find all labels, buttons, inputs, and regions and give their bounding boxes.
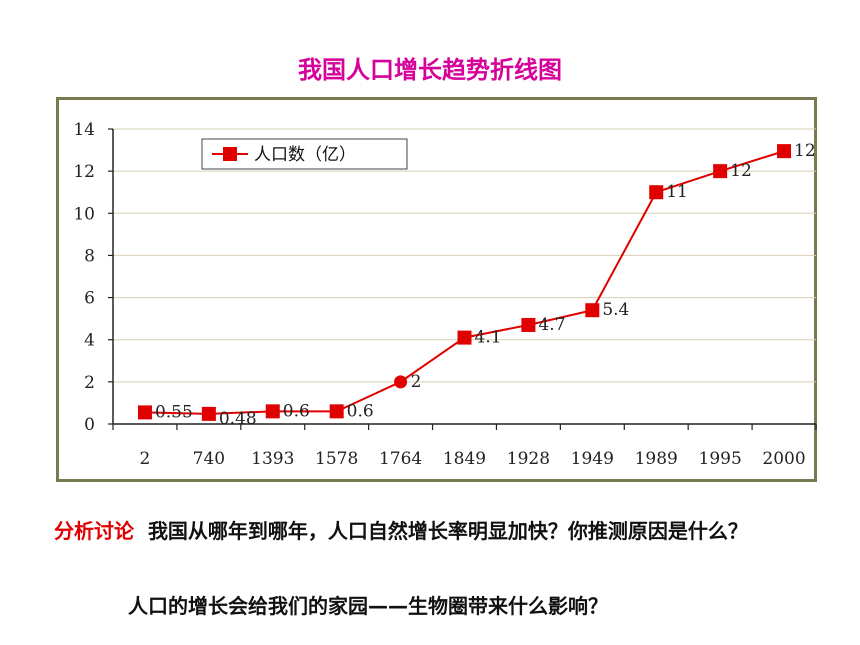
- data-label: 0.48: [219, 409, 257, 429]
- data-point: [265, 404, 280, 419]
- y-tick-label: 12: [73, 162, 95, 182]
- x-tick-label: 2: [140, 449, 151, 469]
- chart-title: 我国人口增长趋势折线图: [298, 56, 562, 84]
- data-label: 11: [666, 182, 688, 202]
- data-label: 0.55: [155, 402, 193, 422]
- x-tick-label: 1995: [699, 449, 742, 469]
- x-tick-label: 1849: [443, 449, 486, 469]
- y-tick-label: 4: [84, 331, 95, 351]
- data-point: [394, 375, 408, 389]
- data-label: 0.6: [283, 401, 310, 421]
- x-tick-label: 1949: [571, 449, 614, 469]
- data-point: [585, 303, 600, 318]
- data-label: 0.6: [347, 401, 374, 421]
- y-tick-label: 2: [84, 373, 95, 393]
- data-point: [521, 317, 536, 332]
- legend-label: 人口数（亿）: [254, 145, 356, 165]
- chart-frame: [56, 97, 817, 482]
- data-point: [777, 144, 792, 159]
- data-label: 2: [411, 372, 422, 392]
- data-point: [713, 164, 728, 179]
- y-tick-label: 0: [84, 415, 95, 435]
- population-line-chart: 0 2 4 6 8 10 12 14 2 740 1393 1578 1764 1849 1928 1949 1…: [73, 120, 817, 469]
- data-label: 4.7: [538, 315, 565, 335]
- data-label: 4.1: [475, 328, 502, 348]
- discussion-question-2: 人口的增长会给我们的家园——生物圈带来什么影响？: [128, 594, 608, 618]
- x-tick-label: 1578: [315, 449, 358, 469]
- data-point: [137, 405, 152, 420]
- series-line: [144, 150, 785, 415]
- discussion-block: 分析讨论 我国从哪年到哪年，人口自然增长率明显加快？你推测原因是什么？: [54, 516, 834, 547]
- y-tick-label: 8: [84, 246, 95, 266]
- data-label: 12.95: [794, 141, 817, 161]
- x-tick-label: 1928: [507, 449, 550, 469]
- x-tick-label: 1989: [635, 449, 678, 469]
- data-label: 12: [730, 161, 752, 181]
- x-tick-label: 1393: [251, 449, 294, 469]
- x-tick-label: 1764: [379, 449, 422, 469]
- data-point: [201, 406, 216, 421]
- data-label: 5.4: [602, 300, 629, 320]
- x-tick-label: 2000: [762, 449, 805, 469]
- data-point: [457, 330, 472, 345]
- legend-marker: [223, 147, 237, 161]
- y-tick-label: 10: [73, 204, 95, 224]
- x-tick-label: 740: [193, 449, 225, 469]
- y-tick-label: 14: [73, 120, 95, 140]
- data-point: [329, 404, 344, 419]
- y-tick-label: 6: [84, 289, 95, 309]
- discussion-question-1: 我国从哪年到哪年，人口自然增长率明显加快？你推测原因是什么？: [147, 519, 748, 543]
- discussion-label: 分析讨论: [54, 519, 134, 543]
- data-point: [649, 185, 664, 200]
